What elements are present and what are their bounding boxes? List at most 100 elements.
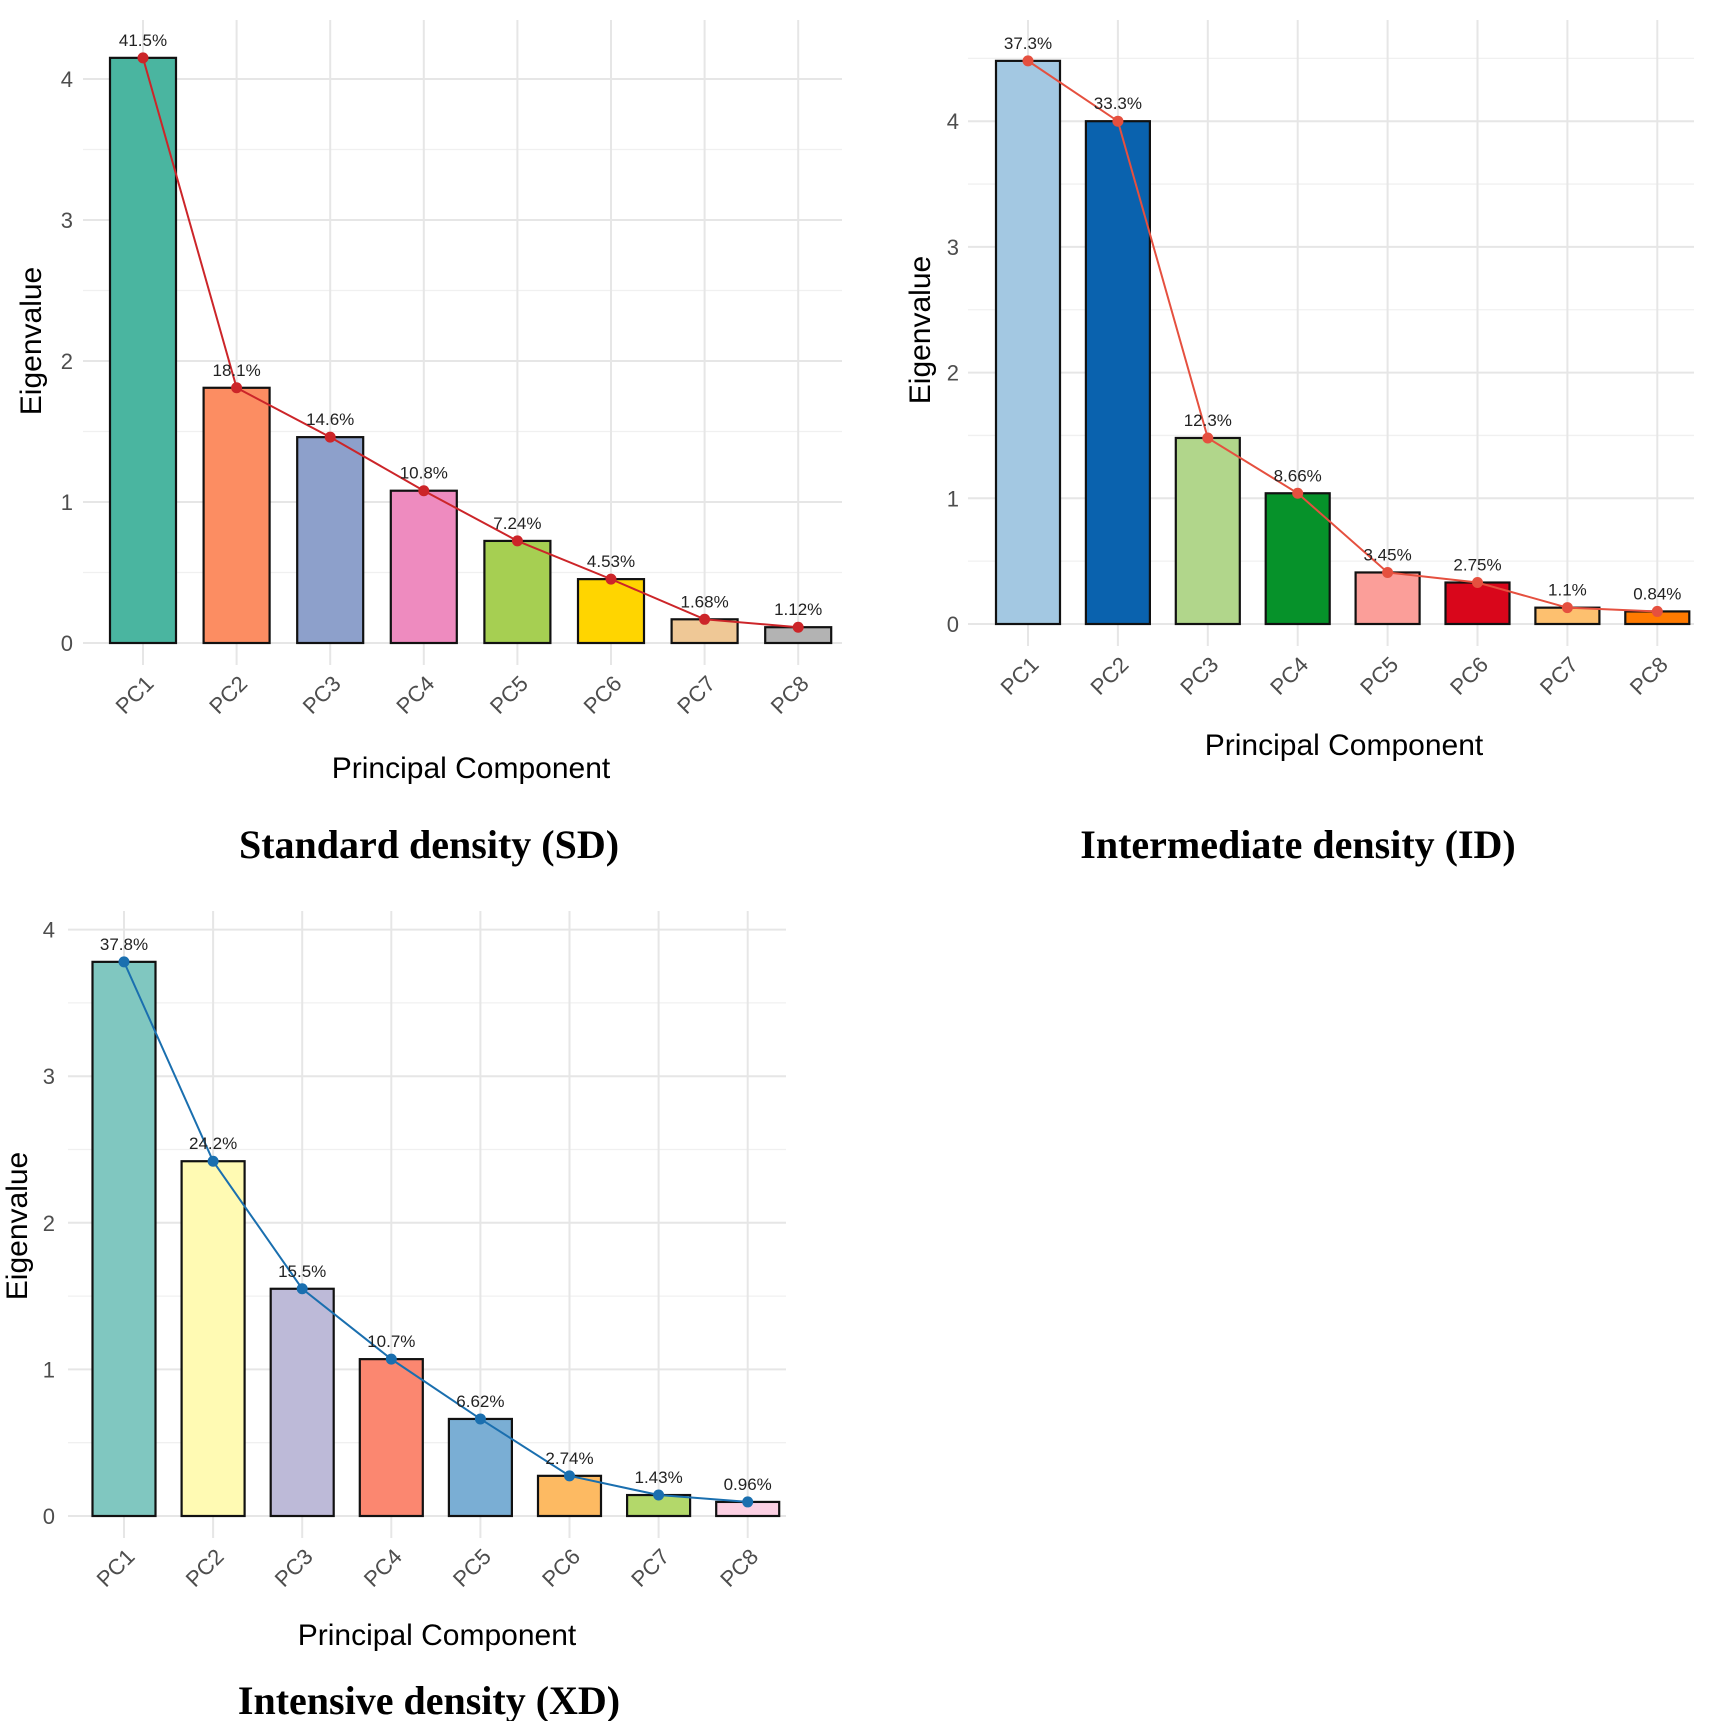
scree-point — [605, 573, 617, 585]
y-tick-label: 0 — [61, 631, 73, 656]
scree-point — [385, 1353, 397, 1365]
y-tick-label: 3 — [61, 208, 73, 233]
percent-label: 41.5% — [119, 31, 167, 50]
bar-pc3 — [296, 436, 365, 645]
bar-pc2 — [180, 1160, 246, 1518]
y-axis-title: Eigenvalue — [1, 1152, 34, 1300]
y-tick-label: 2 — [947, 361, 959, 386]
chart-panel-1: 0 1 2 3 4 41.5% 18.1% 14.6% 10.8% 7.24% 4.53% 1.68%… — [15, 20, 842, 867]
bar-pc3 — [1174, 436, 1241, 626]
y-tick-label: 1 — [43, 1357, 55, 1382]
bar-pc3 — [269, 1287, 335, 1518]
percent-label: 7.24% — [493, 514, 541, 533]
bar-pc6 — [576, 578, 646, 645]
bar-pc1 — [994, 59, 1062, 626]
x-tick-label: PC5 — [448, 1544, 496, 1592]
scree-point — [511, 535, 523, 547]
x-tick-label: PC4 — [359, 1544, 407, 1592]
scree-point — [474, 1413, 486, 1425]
y-tick-label: 1 — [947, 486, 959, 511]
x-tick-label: PC8 — [715, 1544, 763, 1592]
scree-point — [1202, 432, 1214, 444]
x-tick-label: PC4 — [1265, 652, 1313, 700]
x-tick-label: PC2 — [204, 671, 252, 719]
x-tick-label: PC1 — [92, 1544, 140, 1592]
x-axis-title: Principal Component — [332, 752, 611, 785]
scree-point — [699, 613, 711, 625]
chart-panel-2: 0 1 2 3 4 37.3% 33.3% 12.3% 8.66% 3.45% 2.75% 1.1% 0… — [904, 20, 1694, 867]
bar-pc5 — [483, 539, 552, 645]
x-tick-label: PC6 — [579, 671, 627, 719]
x-tick-label: PC8 — [1625, 652, 1673, 700]
x-tick-label: PC3 — [270, 1544, 318, 1592]
percent-label: 10.7% — [367, 1332, 415, 1351]
scree-point — [1651, 605, 1663, 617]
x-tick-label: PC7 — [672, 671, 720, 719]
scree-point — [1112, 115, 1124, 127]
percent-label: 4.53% — [587, 552, 635, 571]
chart-panel-3: 0 1 2 3 4 37.8% 24.2% 15.5% 10.7% 6.62% 2.74% 1.43%… — [1, 911, 786, 1721]
x-tick-label: PC7 — [626, 1544, 674, 1592]
percent-label: 18.1% — [212, 361, 260, 380]
scree-point — [296, 1283, 308, 1295]
bar-pc6 — [536, 1474, 603, 1518]
scree-point — [1382, 566, 1394, 578]
x-tick-label: PC1 — [996, 652, 1044, 700]
scree-point — [231, 382, 243, 394]
x-tick-label: PC2 — [181, 1544, 229, 1592]
scree-line — [123, 961, 748, 1503]
scree-point — [653, 1489, 665, 1501]
bar-pc2 — [1084, 120, 1152, 626]
panel-title: Intermediate density (ID) — [1080, 822, 1516, 867]
percent-label: 15.5% — [278, 1262, 326, 1281]
x-tick-label: PC6 — [537, 1544, 585, 1592]
y-axis-title: Eigenvalue — [904, 256, 937, 404]
percent-label: 1.68% — [680, 592, 728, 611]
x-axis-title: Principal Component — [1205, 729, 1484, 762]
panel-title: Intensive density (XD) — [238, 1678, 620, 1721]
percent-label: 37.3% — [1004, 34, 1052, 53]
x-tick-label: PC7 — [1535, 652, 1583, 700]
y-tick-label: 0 — [43, 1504, 55, 1529]
scree-point — [1472, 577, 1483, 589]
percent-label: 0.96% — [724, 1475, 772, 1494]
scree-point — [1292, 487, 1304, 499]
scree-point — [118, 956, 130, 968]
y-tick-label: 3 — [43, 1064, 55, 1089]
y-tick-label: 4 — [61, 67, 73, 92]
scree-point — [564, 1470, 575, 1482]
percent-label: 8.66% — [1274, 466, 1322, 485]
bar-pc1 — [91, 960, 157, 1518]
scree-point — [137, 52, 149, 64]
x-axis-title: Principal Component — [298, 1619, 577, 1652]
y-tick-label: 1 — [61, 490, 73, 515]
y-tick-label: 2 — [61, 349, 73, 374]
scree-line — [1027, 60, 1658, 613]
percent-label: 0.84% — [1633, 584, 1681, 603]
scree-point — [742, 1496, 754, 1508]
x-tick-label: PC5 — [1355, 652, 1403, 700]
y-tick-label: 4 — [947, 109, 959, 134]
x-tick-label: PC3 — [1175, 652, 1223, 700]
y-tick-label: 4 — [43, 918, 55, 943]
percent-label: 1.43% — [634, 1468, 682, 1487]
x-tick-label: PC4 — [391, 671, 439, 719]
percent-label: 6.62% — [456, 1392, 504, 1411]
y-axis-title: Eigenvalue — [15, 267, 48, 415]
percent-label: 14.6% — [306, 410, 354, 429]
scree-point — [792, 621, 804, 633]
percent-label: 12.3% — [1184, 411, 1232, 430]
y-tick-label: 3 — [947, 235, 959, 260]
x-tick-label: PC5 — [485, 671, 533, 719]
bar-pc5 — [447, 1417, 513, 1518]
percent-label: 2.75% — [1453, 556, 1501, 575]
bar-pc4 — [1264, 492, 1331, 626]
x-tick-label: PC8 — [766, 671, 814, 719]
scree-point — [418, 485, 430, 497]
percent-label: 1.12% — [774, 600, 822, 619]
percent-label: 1.1% — [1548, 581, 1587, 600]
percent-label: 37.8% — [100, 935, 148, 954]
percent-label: 33.3% — [1094, 94, 1142, 113]
